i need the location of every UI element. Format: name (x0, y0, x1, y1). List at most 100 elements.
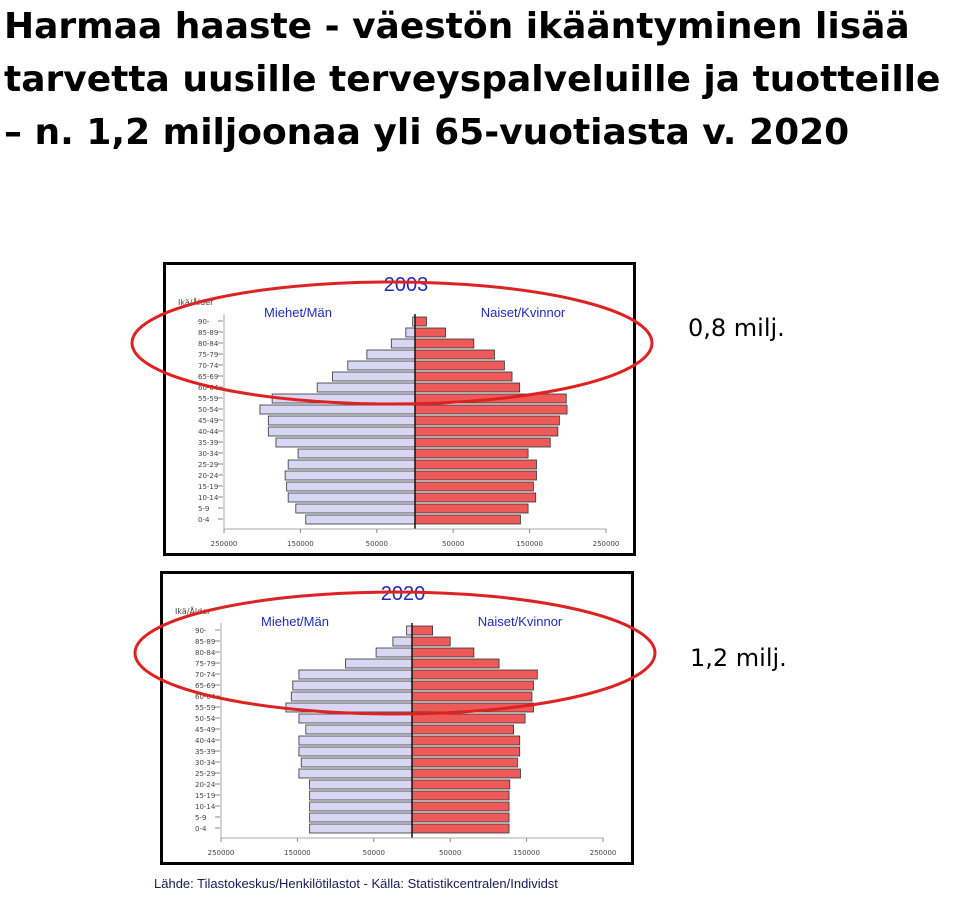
age-label-2020-6: 60-64 (195, 693, 216, 701)
bar-men-2003-5 (332, 371, 416, 382)
bar-men-2020-18 (309, 823, 413, 834)
bar-men-2020-7 (285, 702, 413, 713)
age-label-2020-10: 40-44 (195, 737, 216, 745)
bar-men-2003-7 (271, 393, 416, 404)
x-tick-label-2003-3: 50000 (442, 540, 464, 548)
bar-women-2003-4 (414, 360, 505, 371)
bar-men-2020-12 (300, 757, 413, 768)
bar-women-2003-5 (414, 371, 513, 382)
source-note: Lähde: Tilastokeskus/Henkilötilastot - K… (154, 876, 558, 891)
age-label-2003-9: 45-49 (198, 417, 218, 425)
population-pyramid-2020: 2020 Ikä/Ålder Miehet/Män Naiset/Kvinnor 90-… (160, 571, 634, 865)
age-label-2003-8: 50-54 (198, 406, 219, 414)
bar-men-2020-8 (298, 713, 413, 724)
bar-women-2003-18 (414, 514, 521, 525)
bar-women-2003-16 (414, 492, 537, 503)
bar-men-2003-6 (316, 382, 416, 393)
age-label-2003-14: 20-24 (198, 472, 219, 480)
age-label-2003-5: 65-69 (198, 373, 218, 381)
bar-men-2003-9 (267, 415, 416, 426)
bar-women-2020-11 (411, 746, 521, 757)
x-tick-label-2003-2: 50000 (366, 540, 388, 548)
age-label-2003-10: 40-44 (198, 428, 219, 436)
bar-women-2020-4 (411, 669, 538, 680)
x-tick-label-2020-0: 250000 (208, 849, 235, 857)
bar-women-2003-13 (414, 459, 537, 470)
age-label-2020-2: 80-84 (195, 649, 216, 657)
bar-men-2020-13 (298, 768, 413, 779)
bar-women-2003-3 (414, 349, 495, 360)
bar-men-2020-9 (305, 724, 413, 735)
bar-women-2020-0 (411, 625, 434, 636)
annotation-2003: 0,8 milj. (688, 314, 785, 342)
right-series-label-2020: Naiset/Kvinnor (478, 614, 563, 629)
age-label-2003-17: 5-9 (198, 505, 209, 513)
bar-men-2003-1 (405, 327, 416, 338)
bar-men-2020-15 (309, 790, 413, 801)
bar-women-2020-13 (411, 768, 521, 779)
age-label-2020-3: 75-79 (195, 660, 215, 668)
bar-women-2020-6 (411, 691, 533, 702)
bar-men-2003-11 (275, 437, 416, 448)
bar-women-2020-1 (411, 636, 451, 647)
age-label-2020-16: 10-14 (195, 803, 216, 811)
pyramid-2003-svg: 2003 Ikä/Ålder Miehet/Män Naiset/Kvinnor 90-… (178, 274, 620, 548)
age-label-2003-15: 15-19 (198, 483, 218, 491)
bar-women-2003-1 (414, 327, 446, 338)
x-tick-label-2020-2: 50000 (363, 849, 385, 857)
slide-title: Harmaa haaste - väestön ikääntyminen lis… (4, 6, 941, 153)
x-tick-label-2020-4: 150000 (513, 849, 540, 857)
x-tick-label-2003-1: 150000 (287, 540, 314, 548)
bar-men-2020-17 (309, 812, 413, 823)
bar-men-2003-4 (347, 360, 416, 371)
bar-women-2003-2 (414, 338, 475, 349)
bar-women-2020-18 (411, 823, 510, 834)
x-tick-label-2003-4: 150000 (516, 540, 543, 548)
bar-men-2020-0 (406, 625, 413, 636)
bar-men-2020-16 (309, 801, 413, 812)
bar-women-2003-11 (414, 437, 551, 448)
bar-women-2003-0 (414, 316, 427, 327)
bar-men-2003-16 (287, 492, 416, 503)
age-label-2020-14: 20-24 (195, 781, 216, 789)
age-label-2020-8: 50-54 (195, 715, 216, 723)
bar-women-2020-8 (411, 713, 526, 724)
bar-women-2003-12 (414, 448, 529, 459)
right-series-label-2003: Naiset/Kvinnor (481, 305, 566, 320)
bar-women-2003-10 (414, 426, 559, 437)
left-series-label-2020: Miehet/Män (261, 614, 329, 629)
bar-women-2020-9 (411, 724, 515, 735)
age-label-2003-0: 90- (198, 318, 210, 326)
age-label-2003-12: 30-34 (198, 450, 219, 458)
age-label-2003-1: 85-89 (198, 329, 218, 337)
age-label-2020-4: 70-74 (195, 671, 216, 679)
age-label-2003-7: 55-59 (198, 395, 218, 403)
x-tick-label-2003-5: 250000 (593, 540, 620, 548)
bar-women-2003-8 (414, 404, 568, 415)
bar-women-2020-7 (411, 702, 534, 713)
bar-men-2003-2 (390, 338, 416, 349)
pyramid-2020-svg: 2020 Ikä/Ålder Miehet/Män Naiset/Kvinnor 90-… (175, 583, 617, 857)
x-tick-label-2020-3: 50000 (439, 849, 461, 857)
bar-men-2020-5 (292, 680, 413, 691)
age-label-2020-9: 45-49 (195, 726, 215, 734)
bar-men-2020-10 (298, 735, 413, 746)
bar-men-2020-1 (392, 636, 413, 647)
x-tick-label-2003-0: 250000 (211, 540, 238, 548)
bar-men-2020-6 (290, 691, 413, 702)
left-series-label-2003: Miehet/Män (264, 305, 332, 320)
bar-women-2020-2 (411, 647, 475, 658)
bar-women-2020-14 (411, 779, 511, 790)
chart-title-2003: 2003 (384, 274, 429, 296)
bar-women-2003-6 (414, 382, 521, 393)
population-pyramid-2003: 2003 Ikä/Ålder Miehet/Män Naiset/Kvinnor 90-… (163, 262, 636, 556)
bar-women-2020-15 (411, 790, 510, 801)
age-label-2003-4: 70-74 (198, 362, 219, 370)
bar-men-2003-3 (366, 349, 416, 360)
x-tick-label-2020-5: 250000 (590, 849, 617, 857)
age-label-2003-11: 35-39 (198, 439, 218, 447)
age-label-2003-13: 25-29 (198, 461, 218, 469)
bar-women-2020-5 (411, 680, 534, 691)
y-axis-label-2020: Ikä/Ålder (175, 605, 211, 616)
age-label-2020-7: 55-59 (195, 704, 215, 712)
